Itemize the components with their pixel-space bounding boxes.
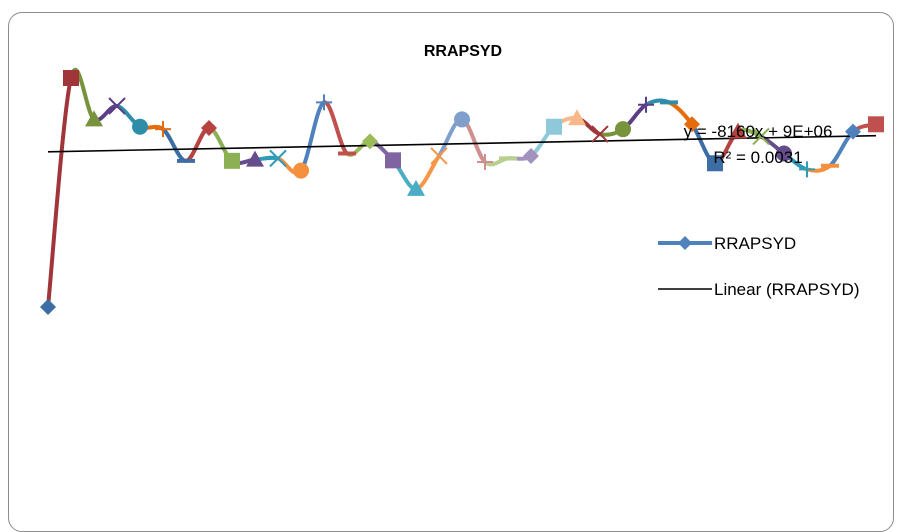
data-point — [845, 123, 861, 140]
data-point — [362, 133, 378, 150]
data-point — [454, 111, 470, 128]
data-point — [752, 127, 770, 146]
data-point — [430, 147, 448, 165]
data-point — [546, 118, 562, 135]
data-point — [246, 150, 264, 167]
legend-series-marker — [678, 236, 692, 250]
data-point — [316, 94, 332, 111]
data-point — [729, 122, 747, 139]
chart-title: RRAPSYD — [424, 43, 502, 60]
chart-canvas: RRAPSYD y = -8160x + 9E+06 R² = 0.0031 R… — [40, 43, 884, 315]
series-line — [46, 67, 878, 309]
data-point — [385, 152, 401, 169]
data-point — [40, 299, 56, 315]
chart-area — [8, 12, 894, 532]
data-point — [523, 147, 539, 164]
data-point — [477, 154, 493, 171]
legend: RRAPSYD Linear (RRAPSYD) — [658, 234, 860, 299]
data-point — [707, 155, 723, 172]
legend-series-label: RRAPSYD — [714, 234, 796, 253]
data-point — [407, 179, 425, 196]
data-point — [638, 96, 654, 113]
data-point — [155, 121, 171, 138]
data-point — [868, 116, 884, 133]
data-point — [615, 121, 631, 138]
data-point — [269, 149, 287, 168]
legend-trend-label: Linear (RRAPSYD) — [714, 280, 860, 299]
trendline-r-squared: R² = 0.0031 — [713, 148, 802, 167]
data-point — [776, 145, 792, 162]
data-point — [293, 162, 309, 179]
data-point — [568, 109, 586, 126]
line-segment — [184, 125, 211, 163]
data-point — [201, 119, 217, 136]
data-point — [85, 110, 103, 127]
data-point — [684, 116, 700, 133]
trendline-equation: y = -8160x + 9E+06 — [684, 122, 833, 141]
data-point — [224, 152, 240, 169]
data-point — [108, 97, 126, 115]
series-markers — [40, 70, 884, 315]
line-segment — [299, 100, 326, 173]
data-point — [591, 125, 609, 143]
line-segment — [414, 153, 441, 191]
data-point — [799, 161, 815, 178]
line-segment — [46, 76, 73, 309]
data-point — [63, 70, 79, 86]
data-point — [132, 118, 148, 135]
line-segment — [161, 127, 188, 163]
